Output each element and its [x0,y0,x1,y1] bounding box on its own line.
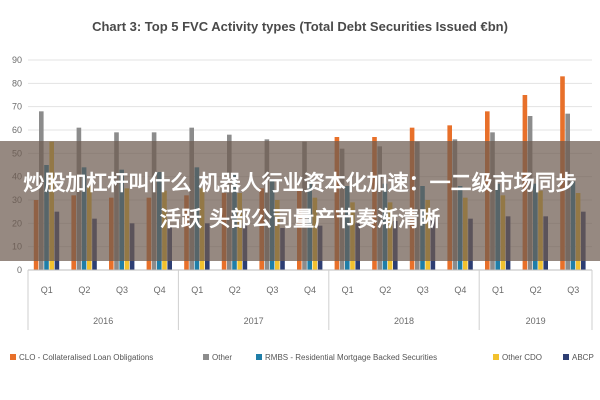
legend-swatch [563,354,569,360]
year-label: 2019 [526,316,546,326]
x-tick-label: Q3 [567,285,579,295]
y-tick-label: 90 [12,55,22,65]
x-axis: Q1 Q2 Q3 Q4 Q1 Q2 Q3 Q4 Q1 Q2 Q3 Q4 Q1 Q2 Q3 2016 2017 20… [27,269,593,330]
legend: CLO - Collateralised Loan Obligations Oth… [10,353,594,362]
x-tick-label: Q1 [191,285,203,295]
x-tick-label: Q4 [304,285,316,295]
y-tick-label: 0 [17,265,22,275]
x-tick-label: Q1 [41,285,53,295]
overlay-banner: 炒股加杠杆叫什么 机器人行业资本化加速：一二级市场同步活跃 头部公司量产节奏渐清… [0,141,600,261]
x-tick-label: Q2 [78,285,90,295]
overlay-headline: 炒股加杠杆叫什么 机器人行业资本化加速：一二级市场同步活跃 头部公司量产节奏渐清… [23,171,577,231]
chart-title: Chart 3: Top 5 FVC Activity types (Total… [92,19,508,34]
x-tick-label: Q4 [154,285,166,295]
x-tick-label: Q2 [379,285,391,295]
legend-label: Other CDO [502,353,542,362]
legend-label: Other [212,353,232,362]
year-label: 2017 [244,316,264,326]
y-tick-label: 80 [12,78,22,88]
x-tick-label: Q2 [530,285,542,295]
x-tick-label: Q4 [454,285,466,295]
x-tick-label: Q3 [266,285,278,295]
y-tick-label: 70 [12,102,22,112]
x-tick-label: Q1 [492,285,504,295]
legend-label: RMBS - Residential Mortgage Backed Secur… [265,353,437,362]
legend-swatch [203,354,209,360]
legend-label: CLO - Collateralised Loan Obligations [19,353,153,362]
year-label: 2016 [93,316,113,326]
x-tick-label: Q3 [417,285,429,295]
year-label: 2018 [394,316,414,326]
legend-swatch [10,354,16,360]
x-tick-label: Q1 [342,285,354,295]
legend-swatch [256,354,262,360]
x-tick-label: Q3 [116,285,128,295]
y-tick-label: 60 [12,125,22,135]
x-tick-label: Q2 [229,285,241,295]
legend-label: ABCP [572,353,594,362]
legend-swatch [493,354,499,360]
